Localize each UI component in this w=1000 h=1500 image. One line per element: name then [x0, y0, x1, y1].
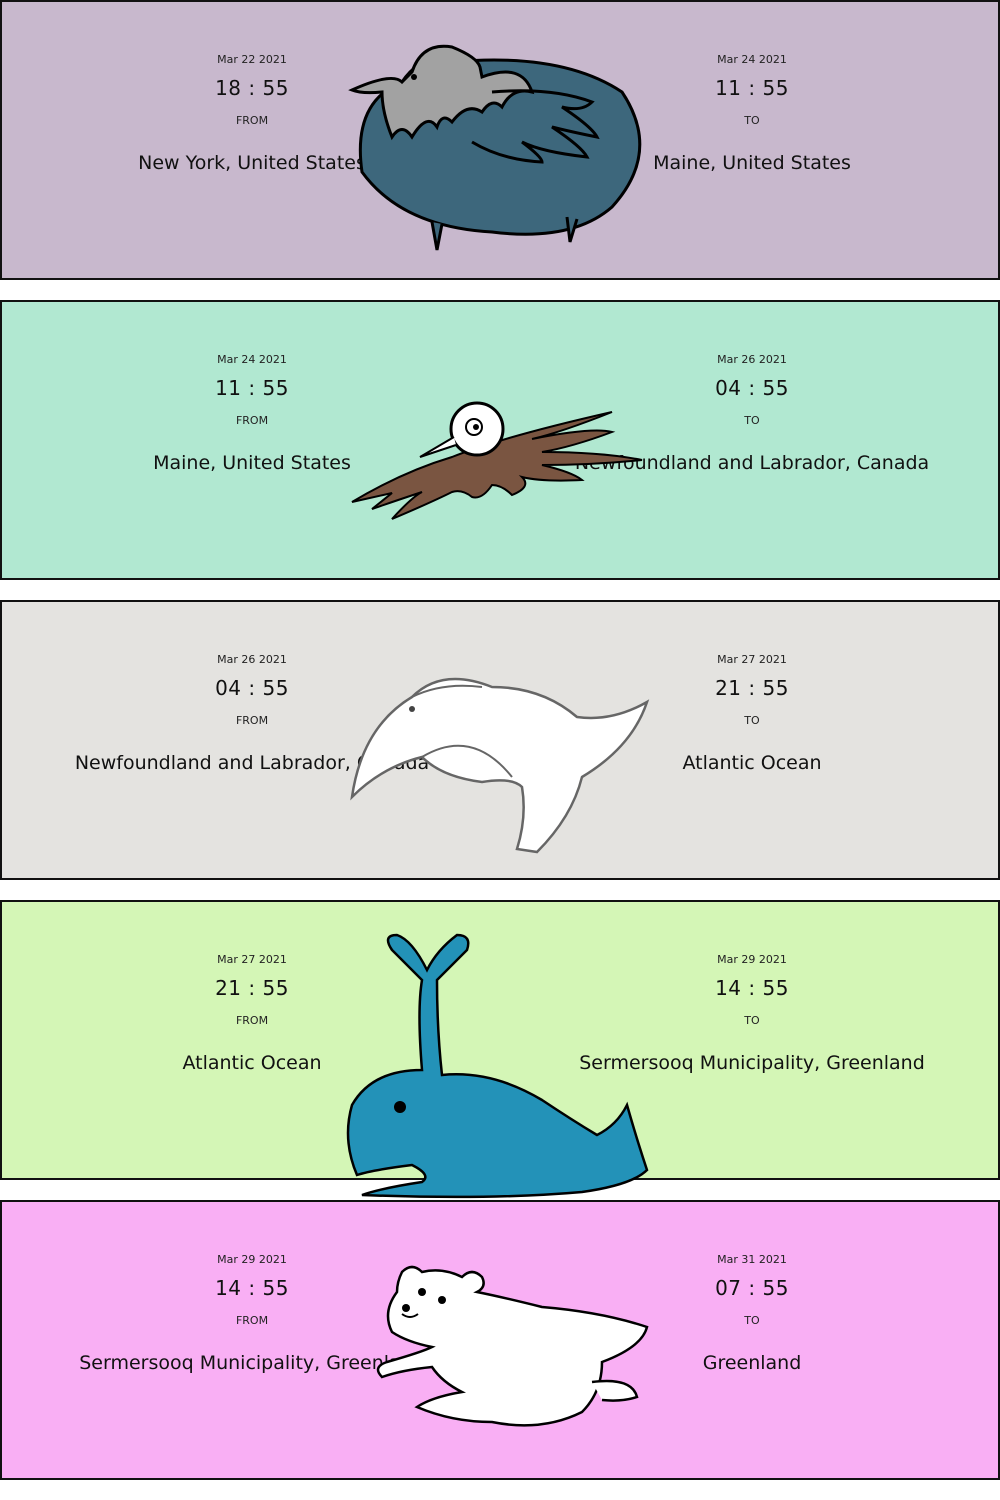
- to-label: TO: [744, 114, 760, 127]
- journey-leg-card: Mar 24 2021 11 : 55 FROM Maine, United S…: [0, 300, 1000, 580]
- arrival-date: Mar 29 2021: [717, 953, 787, 966]
- to-label: TO: [744, 1314, 760, 1327]
- departure-time: 11 : 55: [215, 376, 289, 400]
- from-label: FROM: [235, 414, 269, 427]
- journey-leg-card: Mar 29 2021 14 : 55 FROM Sermersooq Muni…: [0, 1200, 1000, 1480]
- to-label: TO: [744, 414, 760, 427]
- from-label: FROM: [235, 1014, 269, 1027]
- departure-place: Sermersooq Municipality, Greenland: [79, 1352, 425, 1374]
- arrival-date: Mar 26 2021: [717, 353, 787, 366]
- departure-place: Maine, United States: [153, 452, 351, 474]
- journey-leg-card: Mar 22 2021 18 : 55 FROM New York, Unite…: [0, 0, 1000, 280]
- arrival-place: Atlantic Ocean: [682, 752, 822, 774]
- departure-date: Mar 24 2021: [217, 353, 287, 366]
- departure-place: Newfoundland and Labrador, Canada: [74, 752, 430, 774]
- journey-leg-card: Mar 27 2021 21 : 55 FROM Atlantic Ocean …: [0, 900, 1000, 1199]
- departure-time: 04 : 55: [215, 676, 289, 700]
- departure-date: Mar 27 2021: [217, 953, 287, 966]
- arrival-place: Newfoundland and Labrador, Canada: [574, 452, 930, 474]
- arrival-time: 07 : 55: [715, 1276, 789, 1300]
- arrival-date: Mar 31 2021: [717, 1253, 787, 1266]
- from-label: FROM: [235, 714, 269, 727]
- departure-time: 14 : 55: [215, 1276, 289, 1300]
- arrival-time: 14 : 55: [715, 976, 789, 1000]
- arrival-time: 21 : 55: [715, 676, 789, 700]
- arrival-time: 04 : 55: [715, 376, 789, 400]
- arrival-place: Greenland: [702, 1352, 802, 1374]
- to-label: TO: [744, 714, 760, 727]
- departure-time: 21 : 55: [215, 976, 289, 1000]
- departure-place: New York, United States: [138, 152, 366, 174]
- arrival-time: 11 : 55: [715, 76, 789, 100]
- departure-date: Mar 29 2021: [217, 1253, 287, 1266]
- departure-date: Mar 22 2021: [217, 53, 287, 66]
- pigeon-illustration: [348, 44, 642, 251]
- departure-date: Mar 26 2021: [217, 653, 287, 666]
- arrival-place: Maine, United States: [653, 152, 851, 174]
- journey-leg-card: Mar 26 2021 04 : 55 FROM Newfoundland an…: [0, 600, 1000, 880]
- departure-time: 18 : 55: [215, 76, 289, 100]
- arrival-date: Mar 27 2021: [717, 653, 787, 666]
- to-label: TO: [744, 1014, 760, 1027]
- arrival-date: Mar 24 2021: [717, 53, 787, 66]
- departure-place: Atlantic Ocean: [182, 1052, 322, 1074]
- from-label: FROM: [235, 1314, 269, 1327]
- from-label: FROM: [235, 114, 269, 127]
- arrival-place: Sermersooq Municipality, Greenland: [579, 1052, 925, 1074]
